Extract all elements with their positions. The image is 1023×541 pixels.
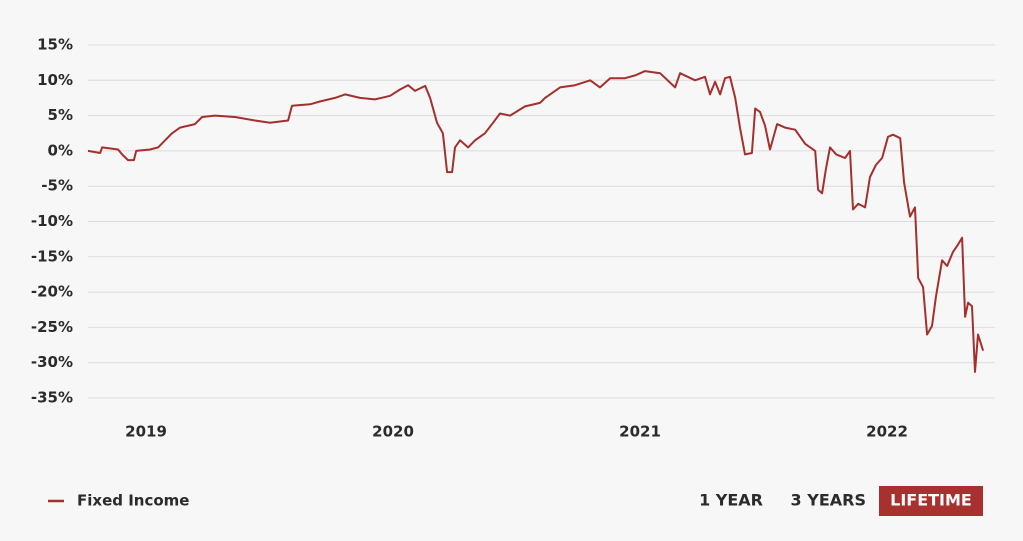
range-button-bg [879,486,983,516]
data-line [87,70,985,373]
y-tick-label: -10% [31,212,73,230]
x-tick-label: 2020 [372,423,414,441]
y-tick-label: 5% [48,106,73,124]
range-button[interactable]: LIFETIME [890,491,972,510]
x-tick-label: 2019 [125,423,167,441]
y-tick-label: -25% [31,318,73,336]
y-tick-label: -35% [31,389,73,407]
y-tick-label: -15% [31,247,73,265]
y-tick-label: -30% [31,353,73,371]
x-tick-label: 2021 [619,423,661,441]
range-button[interactable]: 1 YEAR [699,491,763,510]
y-tick-label: 15% [37,36,73,54]
legend-label: Fixed Income [77,492,189,510]
y-tick-label: 0% [48,141,73,159]
x-tick-label: 2022 [866,423,908,441]
y-tick-label: -5% [41,177,73,195]
y-tick-label: -20% [31,283,73,301]
y-tick-label: 10% [37,71,73,89]
range-button[interactable]: 3 YEARS [791,491,866,510]
